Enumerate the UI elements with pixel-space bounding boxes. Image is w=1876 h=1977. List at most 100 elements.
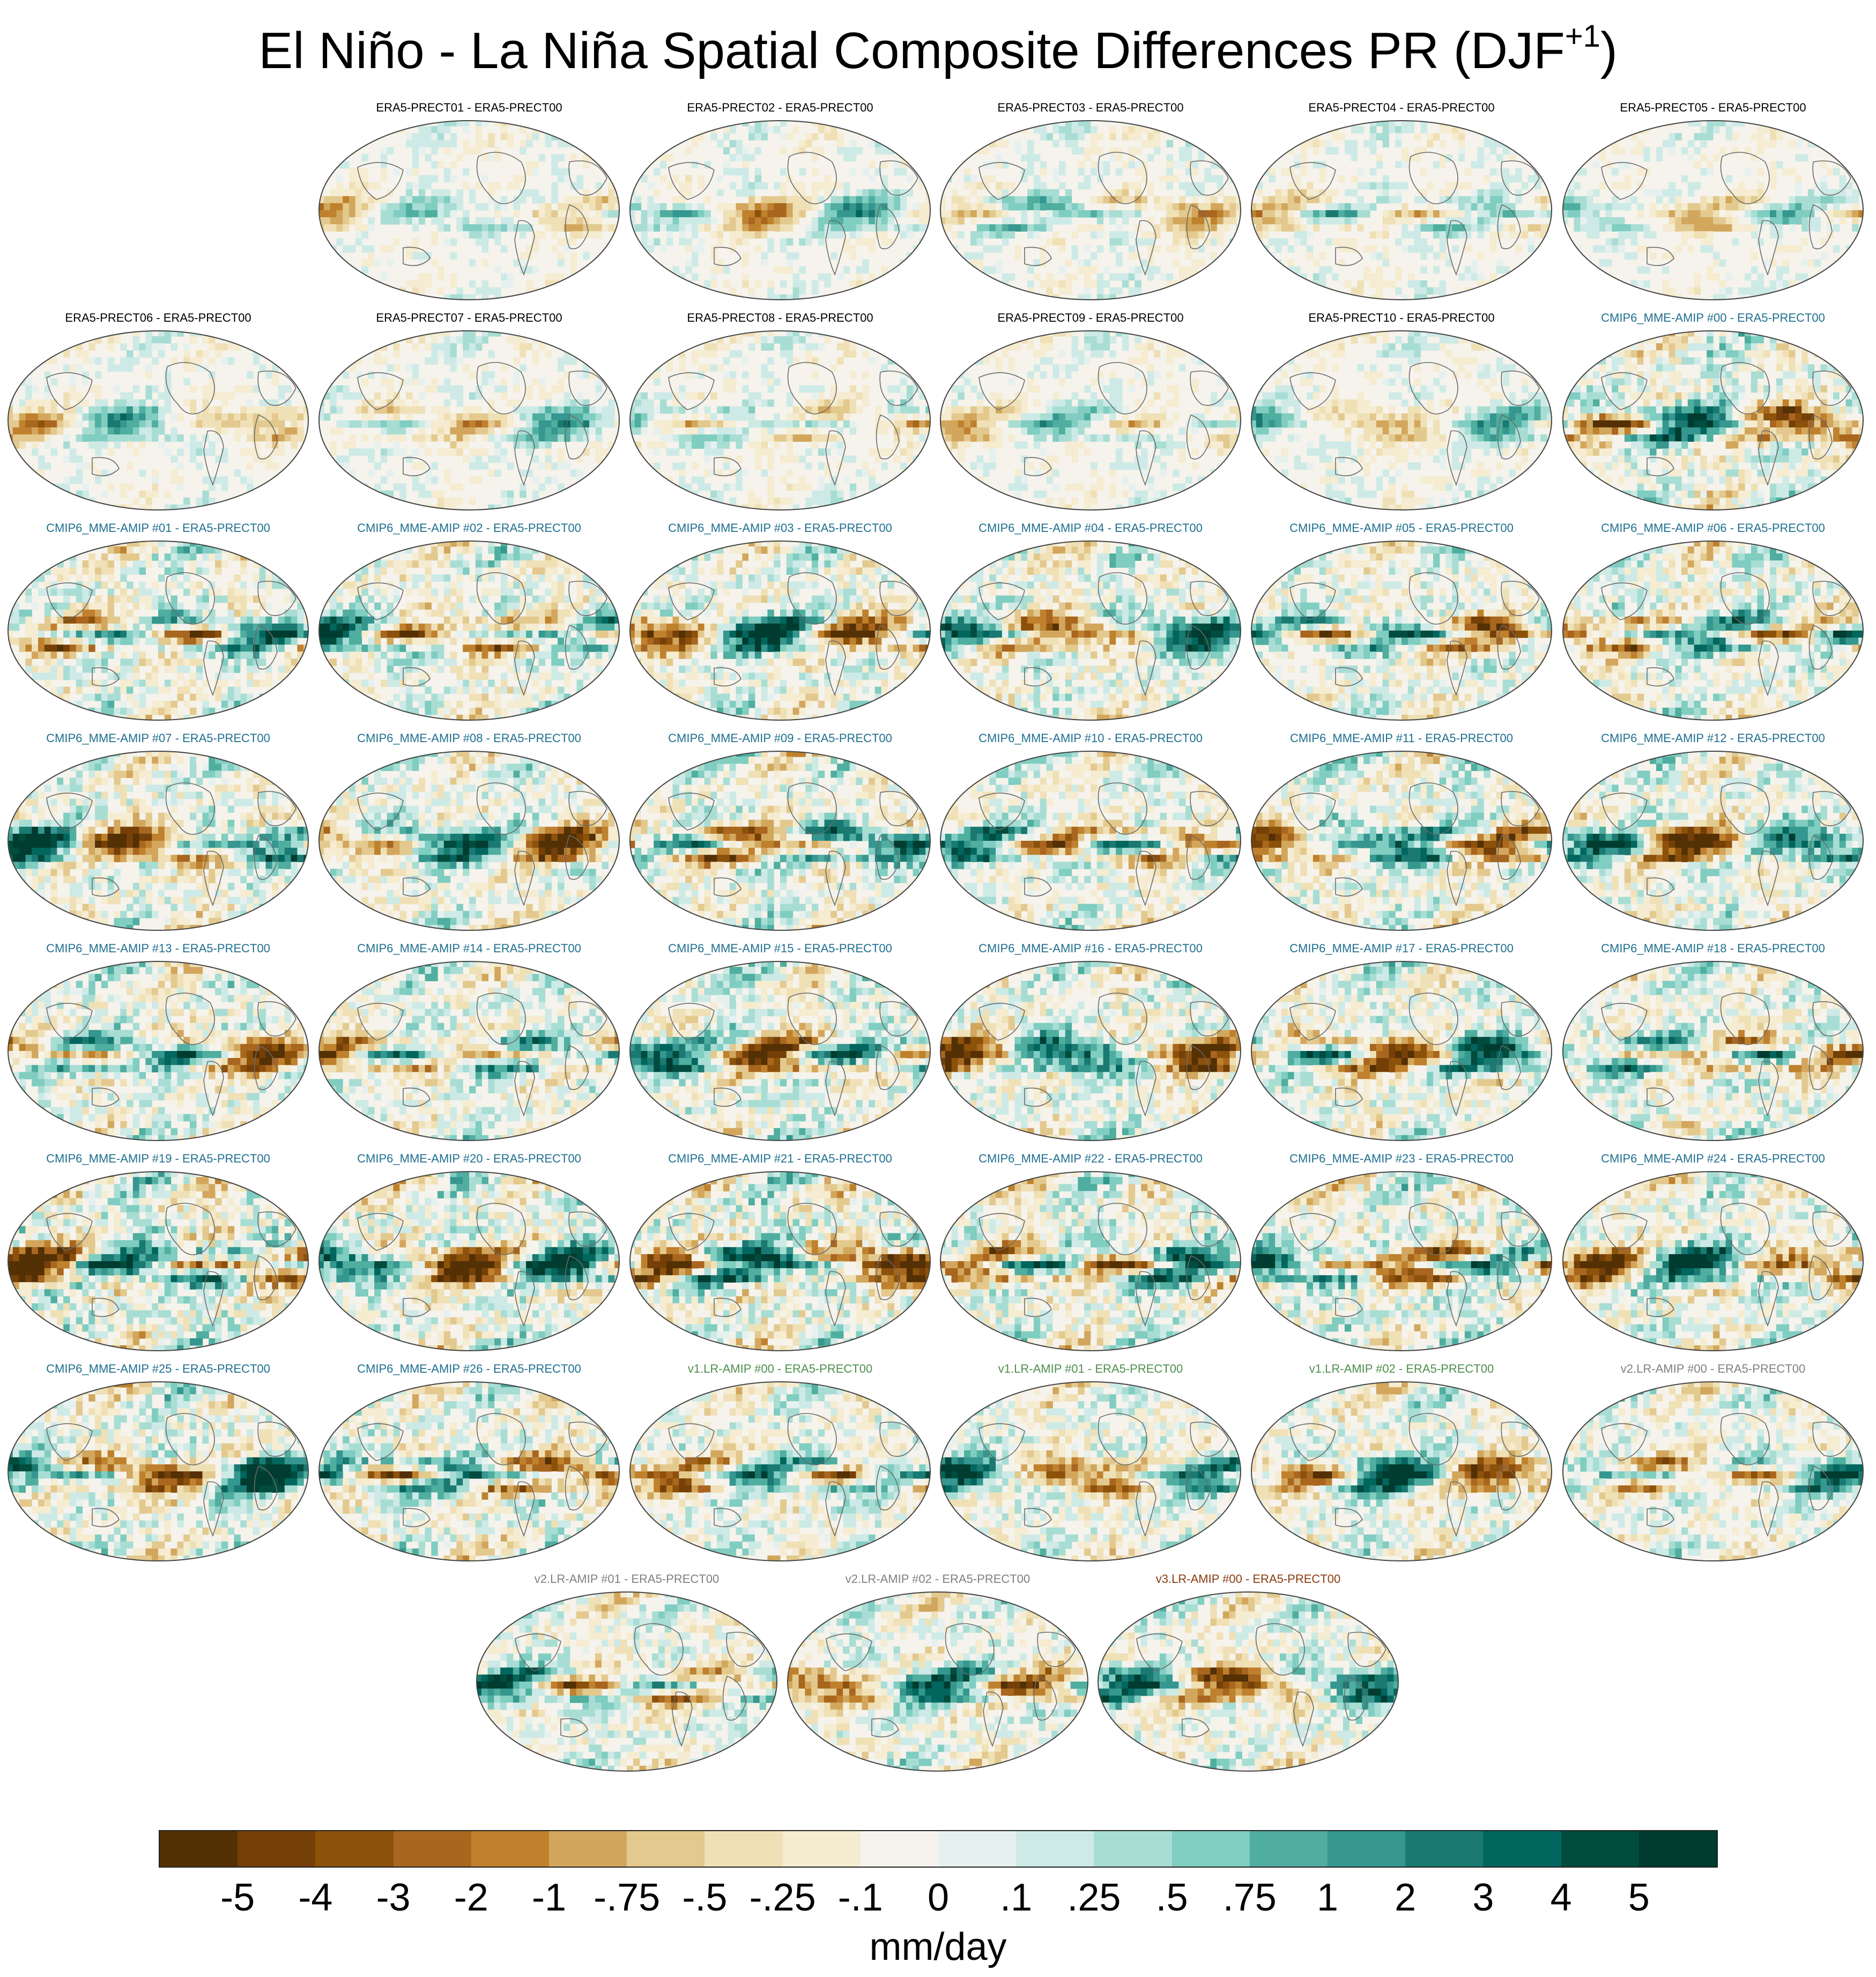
- colorbar-segment: [1171, 1831, 1250, 1867]
- coastline: [257, 1001, 296, 1036]
- coastline: [668, 372, 715, 410]
- coastline: [1408, 362, 1458, 414]
- coastline: [1758, 220, 1779, 276]
- coastline: [825, 1061, 846, 1117]
- panel-title: v3.LR-AMIP #00 - ERA5-PRECT00: [1098, 1572, 1398, 1586]
- coastline: [876, 834, 900, 880]
- coastline: [983, 1691, 1004, 1748]
- coastline: [254, 624, 278, 670]
- coastline: [668, 1423, 715, 1461]
- panel-title: CMIP6_MME-AMIP #02 - ERA5-PRECT00: [319, 521, 619, 535]
- map-border: [1098, 1591, 1399, 1772]
- coastline: [1501, 1421, 1540, 1457]
- colorbar-tick-label: 2: [1352, 1876, 1459, 1920]
- coastline: [876, 204, 900, 249]
- coastline: [1186, 204, 1210, 249]
- coastline: [714, 667, 741, 687]
- coastline: [515, 1633, 561, 1671]
- coastline: [978, 1423, 1025, 1461]
- coastline: [257, 1421, 296, 1457]
- colorbar-segment: [1249, 1831, 1328, 1867]
- map-panel: [1562, 1171, 1864, 1351]
- coastline: [1812, 581, 1851, 616]
- coastline: [1408, 572, 1458, 625]
- coastline: [476, 1203, 526, 1255]
- map-border: [1251, 120, 1552, 300]
- map-panel: [318, 120, 620, 300]
- map-panel: [629, 961, 931, 1141]
- map-border: [629, 1381, 931, 1561]
- colorbar-tick-label: .5: [1118, 1876, 1226, 1920]
- coastline: [1808, 1255, 1833, 1300]
- coastline: [1447, 1061, 1467, 1117]
- map-panel: [318, 1381, 620, 1561]
- coastline: [203, 850, 224, 907]
- colorbar-tick-label: -4: [262, 1876, 369, 1920]
- coastline: [203, 640, 224, 697]
- coastline: [476, 1413, 526, 1465]
- map-panel: [1251, 751, 1552, 931]
- coastline: [879, 1211, 918, 1247]
- panel-title: CMIP6_MME-AMIP #19 - ERA5-PRECT00: [8, 1152, 308, 1166]
- coastline: [1098, 1203, 1147, 1255]
- coastline: [357, 162, 404, 200]
- figure-title: El Niño - La Niña Spatial Composite Diff…: [0, 21, 1876, 80]
- colorbar-segment: [860, 1831, 939, 1867]
- panel-title: CMIP6_MME-AMIP #05 - ERA5-PRECT00: [1251, 521, 1552, 535]
- coastline: [876, 414, 900, 460]
- coastline: [1647, 667, 1674, 687]
- map-border: [318, 540, 620, 721]
- coastline: [254, 1465, 278, 1510]
- coastline: [165, 782, 215, 835]
- map-panel: [940, 961, 1241, 1141]
- coastline: [1408, 1413, 1458, 1465]
- coastline: [1808, 1045, 1833, 1090]
- coastline: [1136, 1271, 1156, 1327]
- map-border: [8, 1171, 309, 1351]
- coastline: [787, 993, 837, 1045]
- panel-title: CMIP6_MME-AMIP #01 - ERA5-PRECT00: [8, 521, 308, 535]
- coastline: [1289, 793, 1336, 831]
- coastline: [1720, 993, 1770, 1045]
- map-border: [629, 120, 931, 300]
- coastline: [257, 371, 296, 406]
- panel-title: CMIP6_MME-AMIP #23 - ERA5-PRECT00: [1251, 1152, 1552, 1166]
- coastline: [1408, 993, 1458, 1045]
- coastline: [1497, 624, 1521, 670]
- coastline: [1501, 371, 1540, 406]
- coastline: [1808, 1465, 1833, 1510]
- coastline: [825, 220, 846, 276]
- coastline: [1647, 877, 1674, 897]
- map-border: [940, 751, 1241, 931]
- coastline: [1501, 791, 1540, 826]
- colorbar-segment: [1483, 1831, 1561, 1867]
- coastline: [871, 1718, 899, 1738]
- coastline: [1024, 1298, 1052, 1317]
- coastline: [1289, 1423, 1336, 1461]
- coastline: [1186, 414, 1210, 460]
- coastline: [787, 1413, 837, 1465]
- coastline: [1647, 247, 1674, 266]
- coastline: [1024, 457, 1052, 477]
- coastline: [1182, 1718, 1210, 1738]
- coastline: [46, 793, 93, 831]
- panel-title: CMIP6_MME-AMIP #13 - ERA5-PRECT00: [8, 942, 308, 956]
- map-panel: [629, 751, 931, 931]
- coastline: [668, 582, 715, 620]
- colorbar-segment: [238, 1831, 316, 1867]
- colorbar-segment: [1405, 1831, 1484, 1867]
- map-border: [1251, 1171, 1552, 1351]
- coastline: [1136, 430, 1156, 486]
- map-panel: [1562, 120, 1864, 300]
- panel-title: CMIP6_MME-AMIP #26 - ERA5-PRECT00: [319, 1362, 619, 1376]
- coastline: [1808, 204, 1833, 249]
- colorbar-tick-label: 1: [1274, 1876, 1381, 1920]
- panel-title: CMIP6_MME-AMIP #08 - ERA5-PRECT00: [319, 731, 619, 745]
- map-border: [1562, 540, 1864, 721]
- coastline: [257, 1211, 296, 1247]
- coastline: [476, 782, 526, 835]
- coastline: [876, 1255, 900, 1300]
- coastline: [668, 1003, 715, 1041]
- coastline: [1812, 1421, 1851, 1457]
- coastline: [46, 372, 93, 410]
